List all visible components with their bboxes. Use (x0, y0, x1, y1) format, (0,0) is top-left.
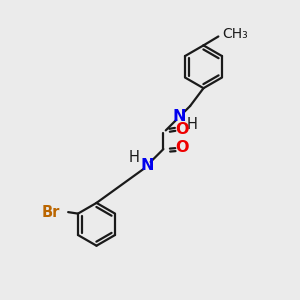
Text: N: N (173, 109, 187, 124)
Text: H: H (187, 117, 198, 132)
Text: Br: Br (42, 205, 60, 220)
Text: O: O (175, 122, 189, 137)
Text: H: H (129, 150, 140, 165)
Text: CH₃: CH₃ (222, 27, 248, 41)
Text: O: O (175, 140, 189, 155)
Text: N: N (140, 158, 154, 173)
